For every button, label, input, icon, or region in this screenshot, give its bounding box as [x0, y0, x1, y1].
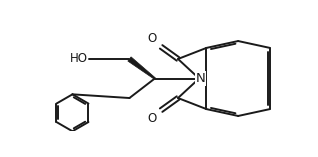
Polygon shape	[128, 57, 155, 79]
Text: N: N	[195, 72, 205, 85]
Text: HO: HO	[70, 52, 88, 65]
Text: O: O	[148, 112, 157, 125]
Text: O: O	[148, 32, 157, 45]
